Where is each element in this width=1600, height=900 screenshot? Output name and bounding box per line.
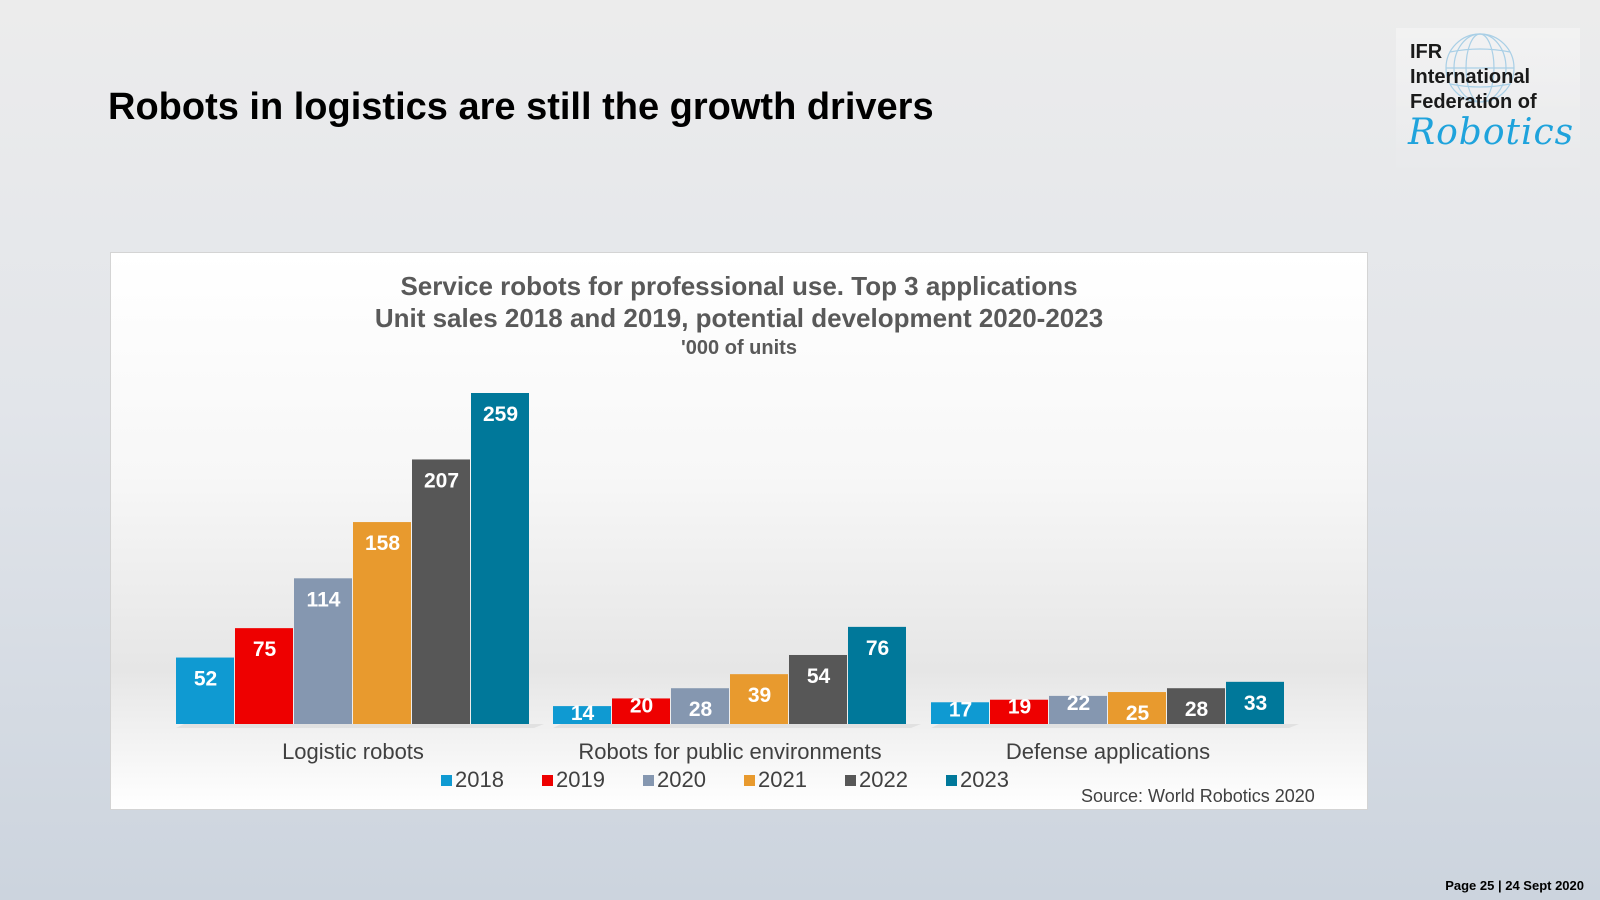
bar-2023-1 [848, 626, 906, 724]
legend-swatch-2023 [946, 775, 957, 786]
bar-value-label: 114 [307, 588, 341, 611]
bar-2022-0 [412, 459, 470, 724]
legend-swatch-2018 [441, 775, 452, 786]
bar-value-label: 17 [949, 698, 972, 721]
chart-title: Service robots for professional use. Top… [400, 271, 1078, 301]
legend-label-2018: 2018 [455, 767, 504, 792]
logo-text-robotics: Robotics [1408, 112, 1575, 153]
logo-text-international: International [1410, 66, 1531, 88]
legend-swatch-2019 [542, 775, 553, 786]
bar-2019-1 [612, 698, 670, 724]
bar-2022-1 [789, 654, 847, 724]
chart-panel: Service robots for professional use. Top… [110, 252, 1368, 810]
chart-unit-label: '000 of units [681, 337, 797, 359]
bar-2020-2 [1049, 695, 1107, 724]
bar-2020-1 [671, 688, 729, 724]
bar-2019-0 [235, 628, 293, 724]
chart-subtitle: Unit sales 2018 and 2019, potential deve… [374, 303, 1104, 333]
legend-label-2019: 2019 [556, 767, 605, 792]
bar-value-label: 19 [1008, 696, 1031, 719]
slide-title: Robots in logistics are still the growth… [108, 86, 934, 128]
bar-2021-0 [353, 522, 411, 724]
bar-shadow [931, 724, 1299, 728]
page-footer: Page 25 | 24 Sept 2020 [1445, 878, 1584, 893]
bar-value-label: 75 [253, 638, 277, 661]
category-label: Robots for public environments [578, 739, 881, 764]
bar-value-label: 54 [807, 665, 831, 688]
bar-value-label: 39 [748, 684, 771, 707]
legend-label-2023: 2023 [960, 767, 1009, 792]
bar-value-label: 33 [1244, 692, 1267, 715]
bar-shadow [176, 724, 544, 728]
bar-2019-2 [990, 699, 1048, 724]
bar-value-label: 52 [194, 668, 217, 691]
bar-2018-0 [176, 657, 234, 724]
bar-value-label: 207 [424, 469, 459, 492]
chart-source: Source: World Robotics 2020 [1081, 786, 1315, 806]
bar-value-label: 28 [1185, 698, 1209, 721]
bar-value-label: 259 [483, 403, 518, 426]
category-label: Defense applications [1006, 739, 1210, 764]
bar-value-label: 14 [571, 702, 595, 725]
legend-swatch-2021 [744, 775, 755, 786]
bar-shadow [553, 724, 921, 728]
bar-value-label: 25 [1126, 702, 1150, 725]
globe-icon [1445, 33, 1515, 103]
bar-value-label: 28 [689, 698, 713, 721]
bar-value-label: 20 [630, 694, 653, 717]
legend-swatch-2020 [643, 775, 654, 786]
logo-text-ifr: IFR [1410, 41, 1443, 63]
bar-2018-1 [553, 706, 611, 724]
legend-label-2021: 2021 [758, 767, 807, 792]
legend-label-2022: 2022 [859, 767, 908, 792]
bar-value-label: 76 [866, 637, 889, 660]
logo-text-federation: Federation of [1410, 91, 1537, 113]
bar-2022-2 [1167, 688, 1225, 724]
bar-2023-2 [1226, 681, 1284, 724]
bar-2018-2 [931, 702, 989, 724]
bar-value-label: 22 [1067, 692, 1090, 715]
legend-swatch-2022 [845, 775, 856, 786]
category-label: Logistic robots [282, 739, 424, 764]
ifr-logo: IFR International Federation of Robotics [1396, 28, 1580, 178]
bar-2023-0 [471, 393, 529, 724]
legend-label-2020: 2020 [657, 767, 706, 792]
bar-2020-0 [294, 578, 352, 724]
bar-2021-2 [1108, 692, 1166, 724]
bar-value-label: 158 [365, 532, 400, 555]
bar-chart: 52 75 114 158 207 259 Logistic robots 14 20 28 39 5… [176, 393, 1299, 792]
bar-2021-1 [730, 674, 788, 724]
